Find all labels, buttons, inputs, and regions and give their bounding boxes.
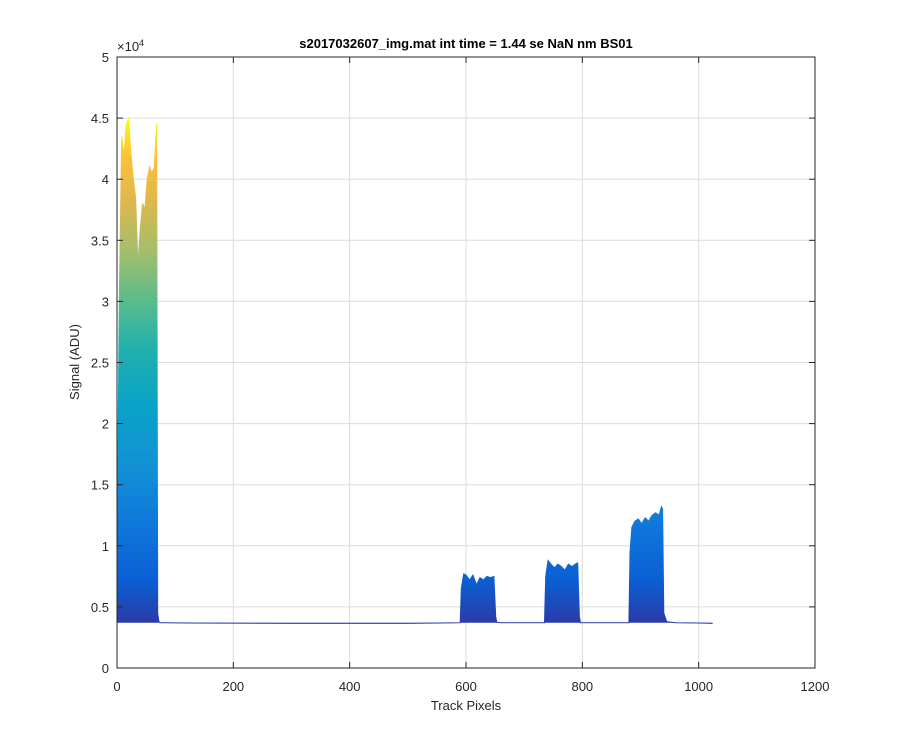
y-exponent-label: ×104 [117, 38, 144, 54]
y-tick-label: 5 [102, 50, 109, 65]
y-tick-label: 1.5 [91, 478, 109, 493]
y-tick-labels: 0 0.5 1 1.5 2 2.5 3 3.5 4 4.5 5 [91, 50, 109, 676]
x-axis-label: Track Pixels [431, 698, 502, 713]
chart-title: s2017032607_img.mat int time = 1.44 se N… [299, 36, 633, 51]
y-tick-label: 4 [102, 172, 109, 187]
tick-marks [116, 56, 816, 669]
y-axis-label: Signal (ADU) [67, 324, 82, 400]
x-tick-label: 800 [571, 679, 593, 694]
y-tick-label: 1 [102, 539, 109, 554]
signal-line [116, 117, 713, 624]
y-tick-label: 3 [102, 294, 109, 309]
x-tick-label: 600 [455, 679, 477, 694]
y-tick-label: 0.5 [91, 600, 109, 615]
y-tick-label: 2.5 [91, 356, 109, 371]
x-tick-label: 0 [113, 679, 120, 694]
x-tick-label: 1000 [684, 679, 713, 694]
y-tick-label: 4.5 [91, 111, 109, 126]
y-tick-label: 0 [102, 661, 109, 676]
series-layer [116, 117, 713, 624]
y-tick-label: 2 [102, 417, 109, 432]
signal-area [117, 118, 713, 624]
x-tick-labels: 0 200 400 600 800 1000 1200 [113, 679, 829, 694]
grid-lines [117, 57, 815, 668]
x-tick-label: 1200 [801, 679, 830, 694]
x-tick-label: 200 [222, 679, 244, 694]
x-tick-label: 400 [339, 679, 361, 694]
y-tick-label: 3.5 [91, 233, 109, 248]
